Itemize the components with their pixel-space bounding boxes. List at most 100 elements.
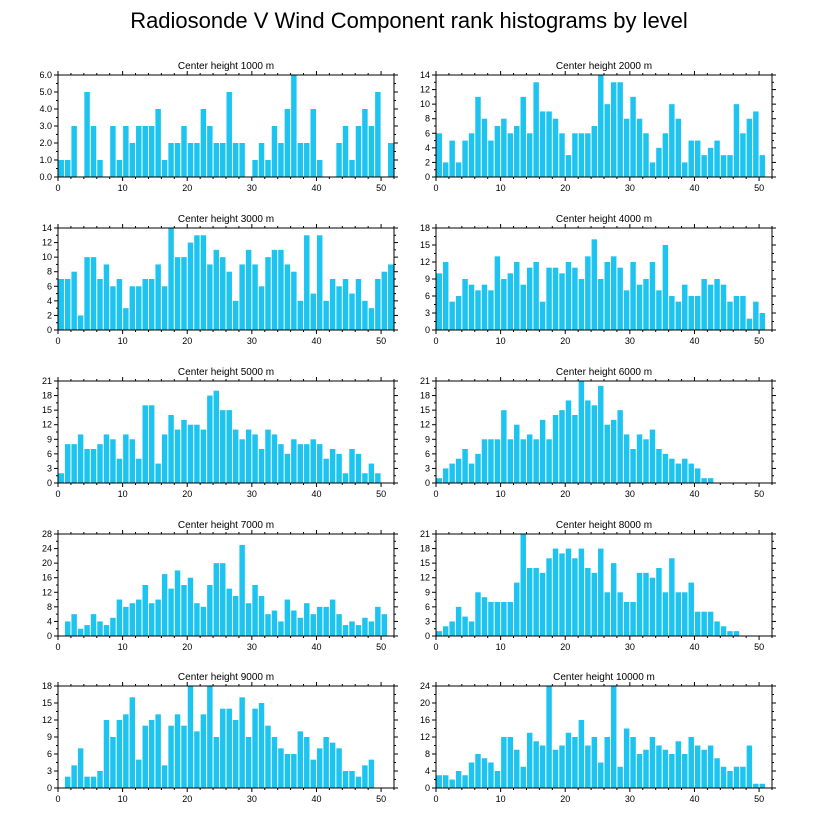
bar [701, 611, 707, 636]
bar [97, 771, 103, 788]
bar [265, 160, 271, 177]
bar [207, 126, 213, 177]
bar [559, 410, 565, 483]
bar [329, 742, 336, 788]
bar [565, 262, 572, 330]
bar [123, 606, 129, 636]
bar [84, 257, 90, 330]
bar [349, 293, 355, 330]
bar [656, 568, 662, 636]
bar [58, 473, 64, 483]
x-tick-label: 40 [689, 794, 699, 804]
y-tick-label: 9 [47, 434, 52, 444]
bar [355, 453, 362, 483]
bar [148, 279, 155, 330]
y-tick-label: 15 [420, 240, 430, 250]
bar [71, 444, 77, 483]
bar [559, 133, 565, 177]
y-tick-label: 8 [425, 114, 430, 124]
y-tick-label: 9 [425, 587, 430, 597]
bar [585, 568, 591, 636]
bar [110, 617, 116, 636]
bar [636, 754, 643, 788]
bar [727, 771, 733, 788]
bar [316, 235, 323, 330]
bar [155, 264, 161, 330]
bar [381, 614, 388, 636]
y-tick-label: 0 [425, 325, 430, 335]
bar [213, 143, 220, 177]
x-tick-label: 20 [560, 642, 570, 652]
bar [514, 262, 520, 330]
bar [514, 424, 520, 483]
x-tick-label: 30 [247, 642, 257, 652]
y-tick-label: 18 [42, 391, 52, 401]
bar [688, 463, 694, 483]
bar [181, 257, 187, 330]
bar [213, 563, 220, 636]
bar [643, 749, 649, 788]
bar [304, 603, 310, 636]
y-tick-label: 8 [47, 602, 52, 612]
bar [368, 126, 375, 177]
bar [462, 449, 468, 483]
bar [759, 313, 766, 330]
bar [116, 279, 123, 330]
bar [656, 147, 662, 177]
bar [701, 155, 707, 177]
bar [226, 588, 232, 636]
bar [84, 776, 90, 788]
bar [103, 625, 110, 636]
panel-title: Center height 5000 m [178, 367, 274, 378]
bar [90, 257, 97, 330]
bar [727, 155, 733, 177]
bar [514, 582, 520, 636]
x-tick-label: 20 [182, 489, 192, 499]
y-tick-label: 3 [47, 766, 52, 776]
bar [123, 126, 129, 177]
bar [207, 264, 213, 330]
bar [636, 434, 643, 483]
bar [265, 257, 271, 330]
bar [123, 434, 129, 483]
bar [507, 737, 514, 788]
y-tick-label: 2 [425, 157, 430, 167]
bar [727, 301, 733, 330]
bar [181, 126, 187, 177]
bar [488, 140, 494, 177]
x-tick-label: 10 [118, 489, 128, 499]
y-tick-label: 5.0 [39, 87, 52, 97]
bar [669, 296, 675, 330]
bar [155, 109, 161, 177]
bar [662, 453, 669, 483]
bar [258, 703, 265, 788]
bar [455, 458, 462, 483]
x-tick-label: 10 [496, 642, 506, 652]
bar [77, 434, 84, 483]
bar [291, 754, 297, 788]
bar [194, 424, 200, 483]
bar [610, 563, 617, 636]
x-tick-label: 0 [433, 489, 438, 499]
bar [598, 548, 604, 636]
bar [507, 133, 514, 177]
bar [481, 284, 488, 330]
bar [598, 75, 604, 177]
bar [468, 133, 475, 177]
bar [271, 610, 278, 636]
bar [304, 235, 310, 330]
bar [688, 140, 694, 177]
bar [494, 439, 501, 483]
bar [252, 434, 258, 483]
bar [565, 155, 572, 177]
bar [669, 104, 675, 177]
bar [604, 737, 610, 788]
bar [462, 775, 468, 788]
bar [136, 286, 142, 330]
y-tick-label: 3 [425, 308, 430, 318]
bar [526, 267, 533, 330]
bar [701, 279, 707, 330]
bar [64, 444, 71, 483]
y-tick-label: 20 [420, 698, 430, 708]
bar [97, 279, 103, 330]
